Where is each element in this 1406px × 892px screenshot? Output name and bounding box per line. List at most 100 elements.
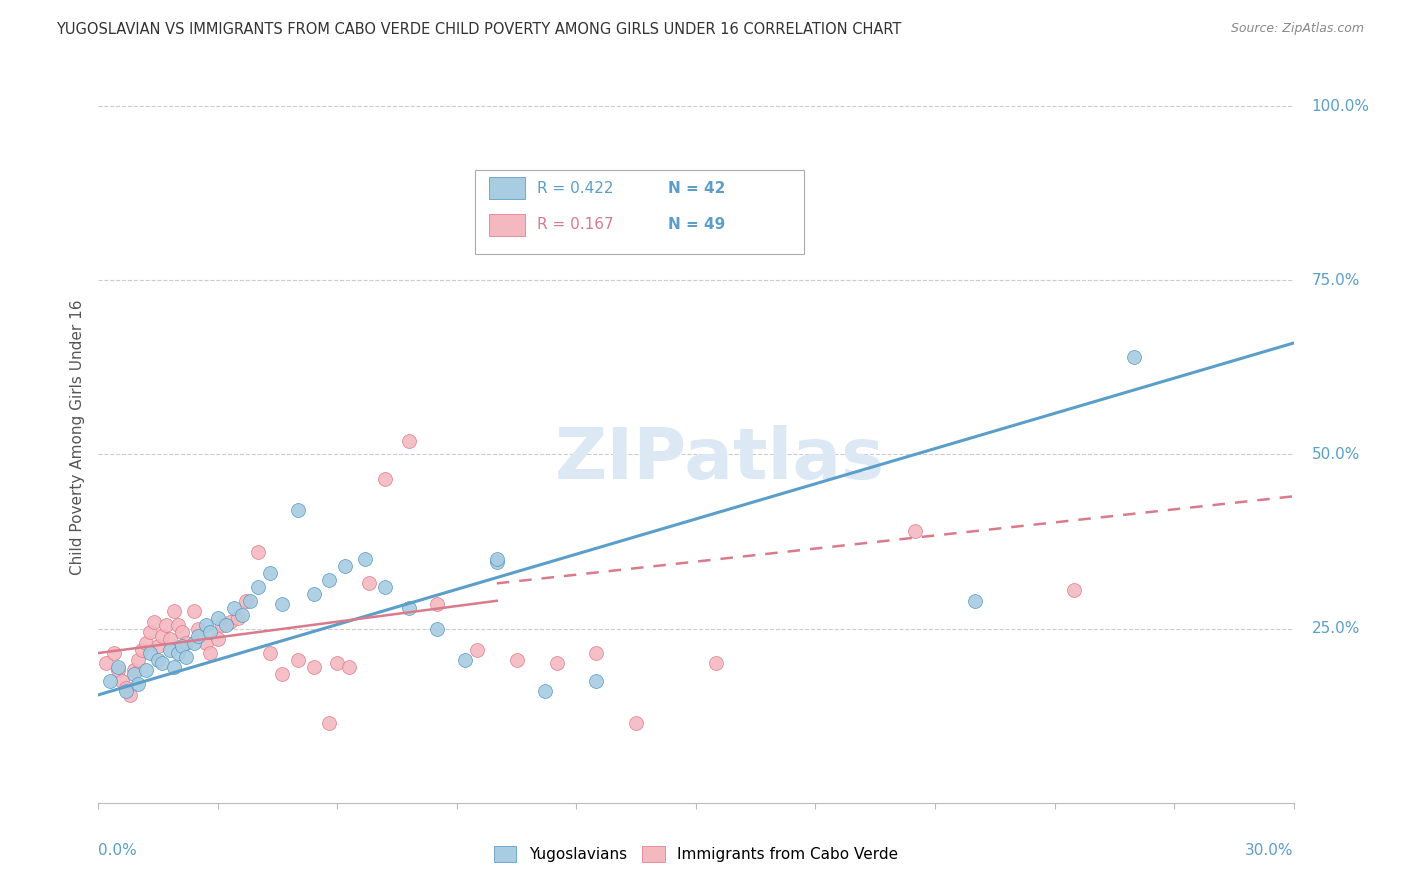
Point xyxy=(207,611,229,625)
Point xyxy=(139,646,162,660)
Point xyxy=(359,576,381,591)
Point xyxy=(174,635,197,649)
Point xyxy=(163,660,186,674)
Point xyxy=(194,618,218,632)
Point xyxy=(645,225,668,239)
Point xyxy=(259,566,281,580)
Point xyxy=(215,618,238,632)
Point xyxy=(270,667,292,681)
Point xyxy=(318,715,340,730)
Text: 25.0%: 25.0% xyxy=(1312,621,1360,636)
Point xyxy=(172,625,194,640)
Point xyxy=(143,615,166,629)
Point xyxy=(187,622,209,636)
Point xyxy=(127,677,149,691)
Point xyxy=(150,657,173,671)
Point xyxy=(546,657,568,671)
Text: R = 0.167: R = 0.167 xyxy=(537,218,613,233)
Point xyxy=(211,618,233,632)
FancyBboxPatch shape xyxy=(489,178,524,200)
FancyBboxPatch shape xyxy=(489,214,524,235)
Point xyxy=(339,660,360,674)
Point xyxy=(231,607,253,622)
Point xyxy=(246,545,269,559)
Point xyxy=(222,600,245,615)
Point xyxy=(506,653,529,667)
Point xyxy=(398,434,420,448)
Point xyxy=(155,618,177,632)
Point xyxy=(198,625,221,640)
Point xyxy=(624,715,647,730)
Point xyxy=(163,604,186,618)
Point xyxy=(183,604,205,618)
Y-axis label: Child Poverty Among Girls Under 16: Child Poverty Among Girls Under 16 xyxy=(69,300,84,574)
Point xyxy=(115,681,138,695)
Point xyxy=(963,594,986,608)
Point xyxy=(1123,350,1146,364)
Point xyxy=(98,673,122,688)
Text: R = 0.422: R = 0.422 xyxy=(537,181,613,196)
Text: YUGOSLAVIAN VS IMMIGRANTS FROM CABO VERDE CHILD POVERTY AMONG GIRLS UNDER 16 COR: YUGOSLAVIAN VS IMMIGRANTS FROM CABO VERD… xyxy=(56,22,901,37)
Point xyxy=(259,646,281,660)
Text: ZIPatlas: ZIPatlas xyxy=(555,425,884,493)
Text: 50.0%: 50.0% xyxy=(1312,447,1360,462)
Point xyxy=(426,622,449,636)
Point xyxy=(533,684,555,698)
Point xyxy=(374,472,396,486)
Point xyxy=(302,587,325,601)
Point xyxy=(585,646,607,660)
Point xyxy=(354,552,377,566)
Point xyxy=(96,657,118,671)
FancyBboxPatch shape xyxy=(475,170,804,254)
Point xyxy=(335,558,357,573)
Point xyxy=(226,611,249,625)
Point xyxy=(318,573,340,587)
Point xyxy=(270,597,292,611)
Text: 100.0%: 100.0% xyxy=(1312,99,1369,113)
Text: 30.0%: 30.0% xyxy=(1246,843,1294,858)
Point xyxy=(135,664,157,678)
Point xyxy=(111,673,134,688)
Point xyxy=(183,635,205,649)
Point xyxy=(287,503,309,517)
Point xyxy=(148,653,170,667)
Point xyxy=(904,524,927,538)
Point xyxy=(124,667,146,681)
Point xyxy=(398,600,420,615)
Point xyxy=(107,660,129,674)
Point xyxy=(246,580,269,594)
Text: N = 49: N = 49 xyxy=(668,218,725,233)
Point xyxy=(115,684,138,698)
Point xyxy=(287,653,309,667)
Point xyxy=(139,625,162,640)
Point xyxy=(326,657,349,671)
Point xyxy=(167,646,190,660)
Point xyxy=(174,649,197,664)
Point xyxy=(187,629,209,643)
Point xyxy=(194,635,218,649)
Point xyxy=(219,615,242,629)
Text: Source: ZipAtlas.com: Source: ZipAtlas.com xyxy=(1230,22,1364,36)
Legend: Yugoslavians, Immigrants from Cabo Verde: Yugoslavians, Immigrants from Cabo Verde xyxy=(488,840,904,868)
Text: 75.0%: 75.0% xyxy=(1312,273,1360,288)
Point xyxy=(103,646,125,660)
Point xyxy=(1063,583,1085,598)
Point xyxy=(585,673,607,688)
Point xyxy=(120,688,142,702)
Point xyxy=(485,552,508,566)
Point xyxy=(239,594,262,608)
Point xyxy=(167,618,190,632)
Point xyxy=(198,646,221,660)
Point xyxy=(172,639,194,653)
Point xyxy=(207,632,229,646)
Point xyxy=(131,642,153,657)
Point xyxy=(235,594,257,608)
Text: N = 42: N = 42 xyxy=(668,181,725,196)
Point xyxy=(148,639,170,653)
Point xyxy=(150,629,173,643)
Point xyxy=(135,635,157,649)
Point xyxy=(454,653,477,667)
Point xyxy=(159,642,181,657)
Point xyxy=(374,580,396,594)
Point xyxy=(107,664,129,678)
